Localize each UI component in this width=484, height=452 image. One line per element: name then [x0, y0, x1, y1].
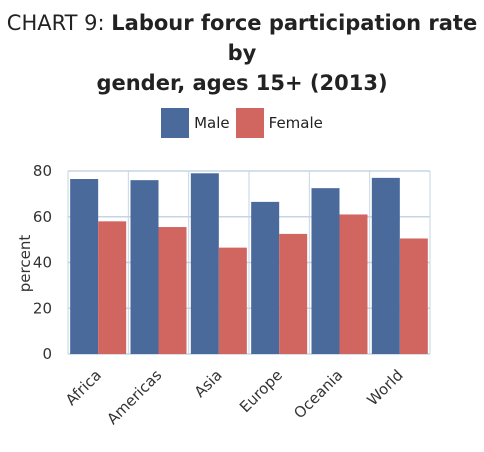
legend-label-female: Female [268, 114, 323, 132]
bar-male-asia [190, 173, 219, 354]
x-tick-label-asia: Asia [191, 366, 226, 401]
bar-female-africa [98, 221, 127, 354]
y-tick-label-60: 60 [33, 208, 52, 226]
y-tick-label-80: 80 [33, 162, 52, 180]
x-tick-label-americas: Americas [103, 366, 165, 428]
x-tick-label-world: World [364, 366, 407, 409]
y-tick-label-40: 40 [33, 254, 52, 272]
chart-title-line2: gender, ages 15+ (2013) [96, 71, 388, 95]
bar-female-oceania [339, 214, 368, 354]
bar-female-world [399, 238, 428, 354]
x-tick-label-africa: Africa [62, 366, 105, 409]
y-axis-label: percent [16, 235, 34, 293]
legend-swatch-female [235, 108, 264, 138]
bar-female-americas [158, 227, 187, 354]
bar-male-europe [251, 201, 280, 354]
x-tick-label-oceania: Oceania [290, 366, 346, 422]
bar-male-africa [70, 179, 99, 354]
chart-title-line1: Labour force participation rate by [111, 11, 478, 65]
chart-legend: Male Female [0, 108, 484, 138]
y-tick-label-0: 0 [42, 345, 52, 363]
bar-female-asia [218, 247, 247, 354]
legend-label-male: Male [194, 114, 230, 132]
bar-male-americas [130, 180, 159, 354]
legend-swatch-male [161, 108, 190, 138]
chart-title: CHART 9: Labour force participation rate… [0, 8, 484, 98]
x-tick-label-europe: Europe [236, 366, 286, 416]
legend-item-male: Male [161, 108, 230, 138]
bar-male-world [371, 177, 400, 354]
legend-item-female: Female [235, 108, 323, 138]
y-tick-label-20: 20 [33, 299, 52, 317]
bar-female-europe [279, 233, 308, 354]
bar-male-oceania [311, 188, 340, 354]
chart-title-prefix: CHART 9: [6, 11, 112, 35]
